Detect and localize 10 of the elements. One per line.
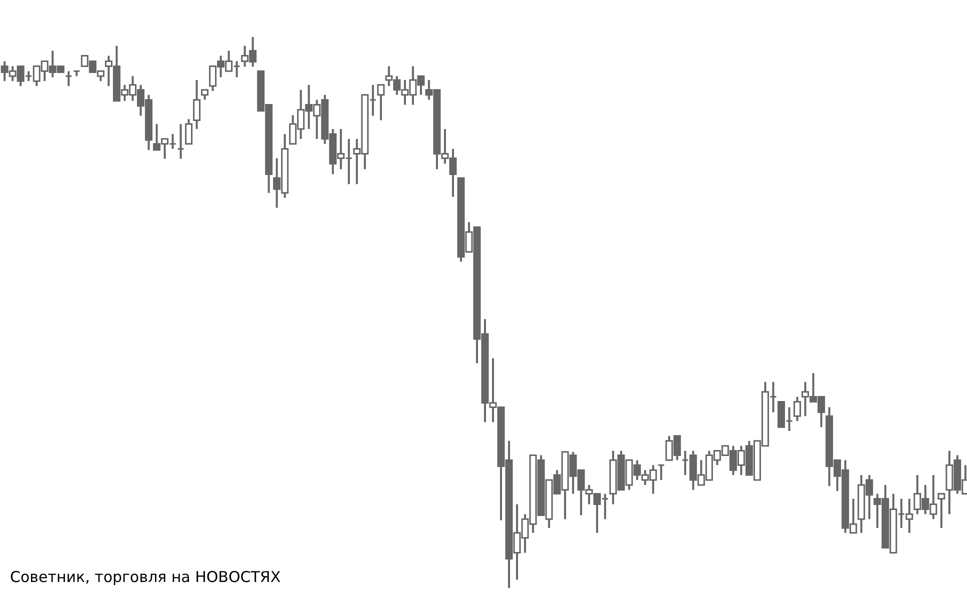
candlestick [377,84,385,122]
candlestick [177,123,184,160]
candlestick [657,464,665,482]
candlestick [938,492,946,529]
candlestick [64,70,72,88]
annotation: Советник, торговля на НОВОСТЯХ [10,568,281,586]
candlestick [794,396,802,422]
candlestick [201,88,209,101]
candlestick [193,78,201,130]
candlestick [185,118,193,145]
